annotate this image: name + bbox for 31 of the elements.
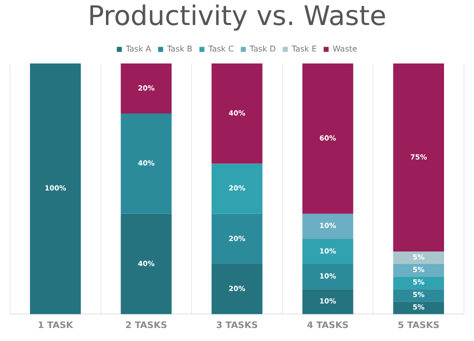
bar bbox=[393, 302, 444, 314]
x-tick-label: 4 TASKS bbox=[306, 320, 349, 331]
chart-title: Productivity vs. Waste bbox=[88, 1, 386, 32]
bar bbox=[212, 214, 262, 264]
bar bbox=[120, 114, 172, 214]
bar bbox=[302, 264, 354, 290]
bar bbox=[302, 238, 354, 264]
x-tick-label: 1 TASK bbox=[38, 320, 74, 331]
bar bbox=[30, 63, 81, 314]
x-tick-label: 2 TASKS bbox=[125, 320, 168, 331]
bar bbox=[120, 214, 172, 314]
bar bbox=[120, 63, 172, 114]
bar bbox=[302, 214, 354, 239]
bar bbox=[302, 289, 354, 314]
bar bbox=[393, 252, 444, 264]
bar bbox=[393, 63, 444, 252]
bar bbox=[393, 264, 444, 277]
legend-label: Task A bbox=[124, 44, 152, 54]
bar bbox=[393, 289, 444, 302]
bar bbox=[212, 63, 262, 164]
bar bbox=[302, 63, 354, 214]
legend-label: Task E bbox=[290, 44, 317, 54]
legend-label: Task C bbox=[207, 44, 234, 54]
legend-label: Task D bbox=[248, 44, 276, 54]
bar bbox=[212, 264, 262, 314]
legend-label: Waste bbox=[332, 44, 358, 54]
legend-label: Task B bbox=[166, 44, 192, 54]
x-tick-label: 5 TASKS bbox=[398, 320, 440, 331]
bar bbox=[212, 164, 262, 214]
bar bbox=[393, 276, 444, 290]
x-tick-label: 3 TASKS bbox=[216, 320, 258, 331]
